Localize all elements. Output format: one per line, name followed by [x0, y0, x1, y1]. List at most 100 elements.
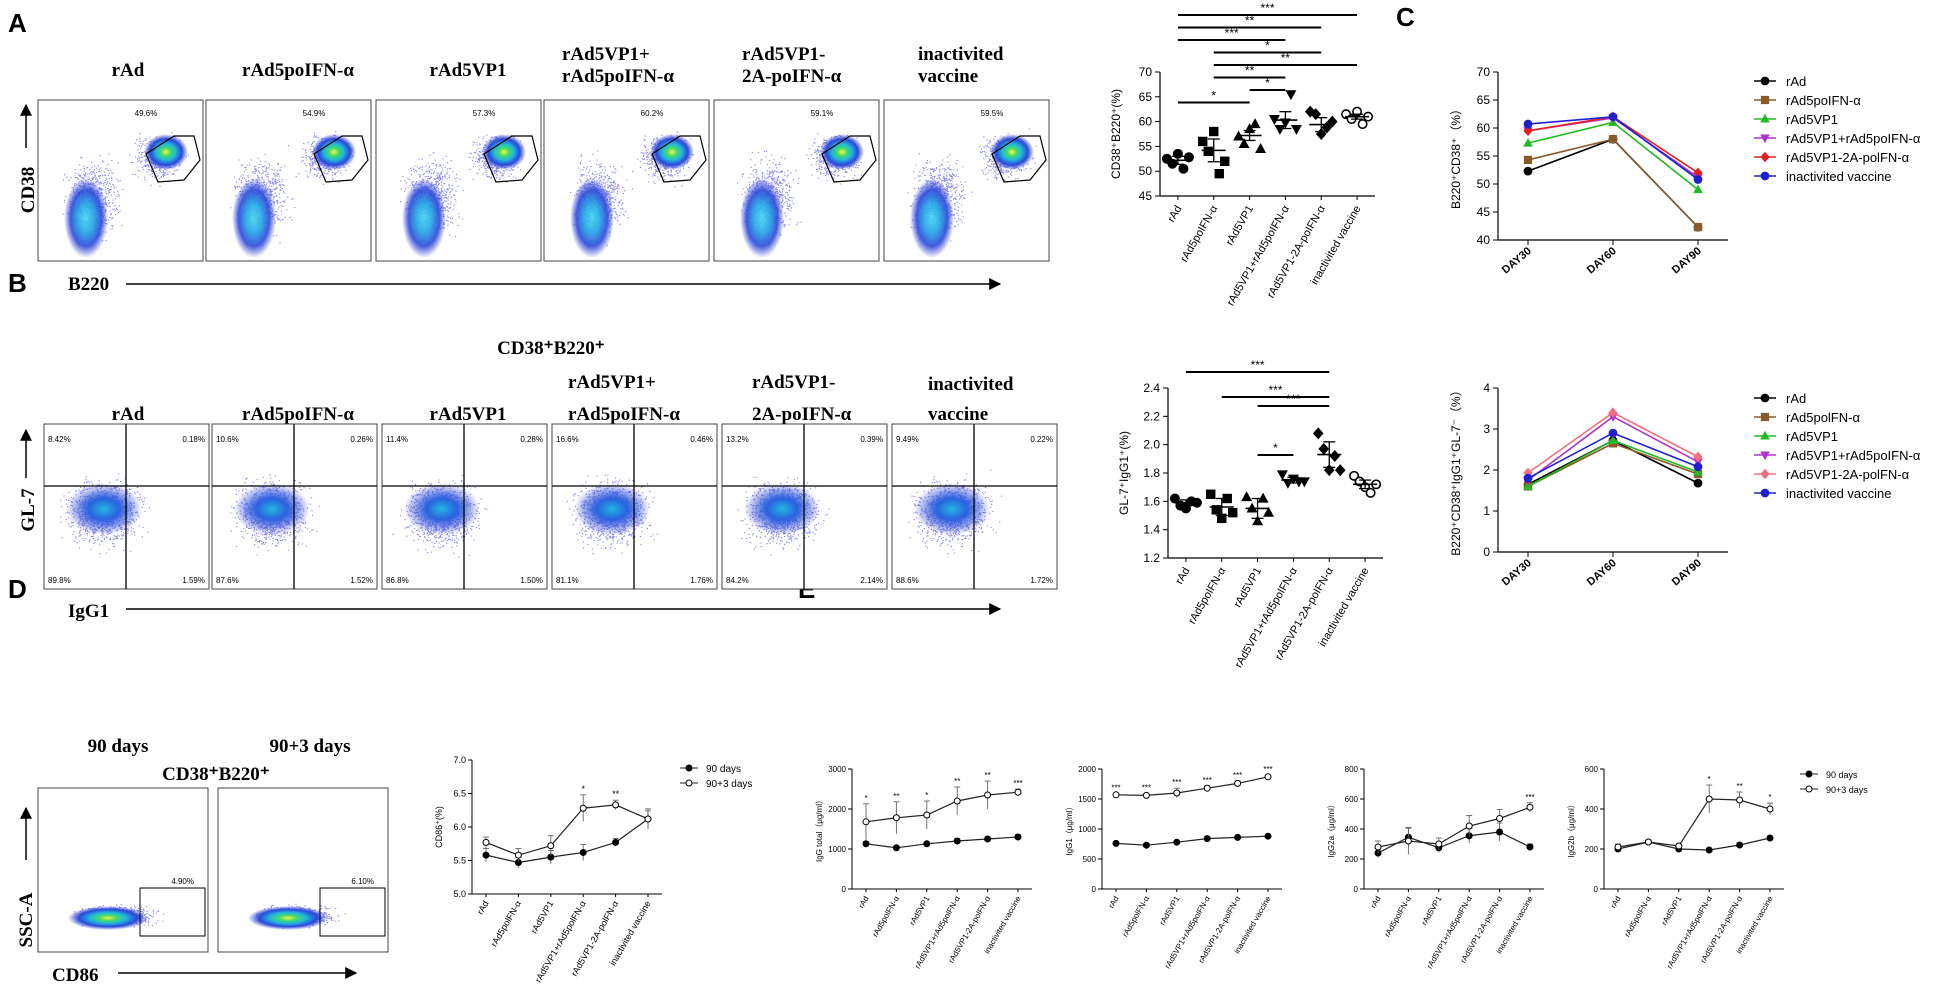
- y-tick-label: 2.4: [1143, 381, 1160, 395]
- y-tick-label: 5.0: [453, 889, 466, 899]
- series-point: [1705, 795, 1713, 803]
- sig-label: **: [984, 771, 990, 780]
- facs-b-quad-ur: 0.28%: [520, 435, 543, 444]
- data-point: [1276, 470, 1288, 481]
- series-point: [923, 840, 931, 848]
- sig-label: **: [1281, 51, 1291, 65]
- series-point: [1203, 835, 1211, 843]
- y-tick-label: 70: [1139, 65, 1153, 79]
- series-point: [1264, 832, 1272, 840]
- facs-d-col-label: 90 days: [88, 736, 149, 757]
- legend-marker: [1760, 76, 1770, 86]
- legend-label: rAd: [1786, 391, 1806, 406]
- facs-b-quad-lr: 1.76%: [690, 576, 713, 585]
- series-point: [953, 837, 961, 845]
- data-point: [1178, 163, 1189, 174]
- facs-a-gate: [483, 135, 539, 183]
- x-tick-label: rAd: [1107, 895, 1121, 910]
- y-axis-label: IgG2b（μg/ml）: [1567, 800, 1576, 858]
- facs-b-plots: 8.42% 0.18% 89.8% 1.59% 10.6% 0.26% 87.6% 1.52%…: [43, 423, 1058, 590]
- facs-a-density-high: [312, 134, 356, 170]
- series-point: [1693, 175, 1703, 184]
- sig-label: *: [581, 784, 585, 794]
- y-tick-label: 200: [1345, 855, 1359, 864]
- data-point: [1209, 126, 1219, 137]
- facs-a-col-label: vaccine: [918, 66, 978, 87]
- data-point: [1285, 90, 1297, 101]
- facs-b-quad-ll: 88.6%: [896, 576, 919, 585]
- y-tick-label: 65: [1477, 93, 1491, 107]
- y-axis-label: CD38⁺B220⁺(%): [1109, 89, 1123, 179]
- facs-a-gate: [991, 135, 1047, 183]
- facs-a-density-low: [232, 178, 276, 258]
- x-tick-label: rAd: [857, 895, 871, 910]
- legend-marker: [1760, 95, 1770, 105]
- data-point: [1321, 121, 1333, 134]
- y-tick-label: 3000: [828, 765, 846, 774]
- legend-label: 90+3 days: [1826, 785, 1868, 795]
- y-tick-label: 800: [1345, 765, 1359, 774]
- series-point: [1644, 838, 1652, 846]
- x-tick-label: rAd5polFN-α: [1121, 894, 1152, 938]
- facs-b-density: [234, 483, 310, 535]
- facs-a-col-label: inactivited: [918, 44, 1004, 65]
- series-point: [892, 814, 900, 822]
- series-point: [1693, 184, 1703, 194]
- sig-label: ***: [1268, 383, 1282, 397]
- x-tick-label: rAd5VP1: [1224, 204, 1256, 248]
- sig-label: ***: [1251, 358, 1265, 372]
- data-point: [1249, 118, 1261, 129]
- series-point: [1523, 155, 1533, 165]
- series-point: [1608, 428, 1618, 438]
- y-tick-label: 0: [842, 885, 847, 894]
- data-point: [1310, 108, 1322, 121]
- facs-b-quad-ll: 86.8%: [386, 576, 409, 585]
- facs-b-plot: 10.6% 0.26% 87.6% 1.52%: [211, 423, 378, 590]
- facs-b-quad-lr: 1.59%: [182, 576, 205, 585]
- facs-b-quad-ul: 11.4%: [386, 435, 408, 444]
- x-tick-label: rAd5VP1: [908, 894, 932, 927]
- series-point: [1766, 834, 1774, 842]
- facs-d-x-axis-label: CD86: [52, 965, 98, 986]
- y-axis-label: IgG total（μg/ml）: [815, 796, 824, 862]
- y-tick-label: 40: [1477, 233, 1491, 247]
- facs-b-col-label: rAd: [112, 404, 145, 425]
- y-axis-label: IgG2a（μg/ml）: [1327, 800, 1336, 858]
- series-point: [862, 818, 870, 826]
- sig-label: *: [925, 791, 928, 800]
- legend-marker: [1760, 151, 1770, 163]
- data-point: [1183, 152, 1194, 163]
- y-tick-label: 7.0: [453, 755, 466, 765]
- y-tick-label: 400: [1585, 805, 1599, 814]
- data-point: [1315, 127, 1327, 141]
- facs-d-gate-pct: 6.10%: [351, 877, 374, 886]
- legend-label: rAd5VP1+rAd5poIFN-α: [1786, 131, 1921, 146]
- facs-b-quad-ur: 0.39%: [860, 435, 883, 444]
- series-point: [1496, 828, 1504, 836]
- facs-b-density: [914, 483, 990, 535]
- series-point: [1014, 788, 1022, 796]
- facs-a-col-label: rAd5VP1: [429, 60, 506, 81]
- series-line: [1617, 798, 1771, 848]
- series-point: [1523, 137, 1533, 147]
- facs-b-quad-ul: 8.42%: [48, 435, 71, 444]
- data-point: [1365, 487, 1376, 498]
- facs-b-density: [574, 483, 650, 535]
- y-axis-label: IgG1（μg/ml）: [1065, 802, 1074, 855]
- legend-marker: [1760, 171, 1770, 181]
- facs-b-quad-ul: 10.6%: [216, 435, 239, 444]
- y-tick-label: 2.0: [1143, 438, 1160, 452]
- x-tick-label: rAd5VP1: [1660, 894, 1684, 927]
- facs-b-quad-lr: 1.50%: [520, 576, 543, 585]
- legend-marker: [1760, 430, 1770, 440]
- sig-label: *: [1273, 441, 1278, 455]
- facs-a: rAd rAd5poIFN-α rAd5VP1 rAd5VP1+ rAd5poI…: [18, 44, 1050, 295]
- legend-label: rAd5VP1+rAd5poIFN-α: [1786, 448, 1921, 463]
- y-axis-label: B220⁺CD38⁺（%）: [1449, 103, 1463, 209]
- series-point: [1173, 838, 1181, 846]
- data-point: [1206, 489, 1216, 499]
- series-point: [612, 838, 620, 846]
- legend-label: rAd5poIFN-α: [1786, 93, 1861, 108]
- legend-label: inactivited vaccine: [1786, 169, 1892, 184]
- series-point: [984, 835, 992, 843]
